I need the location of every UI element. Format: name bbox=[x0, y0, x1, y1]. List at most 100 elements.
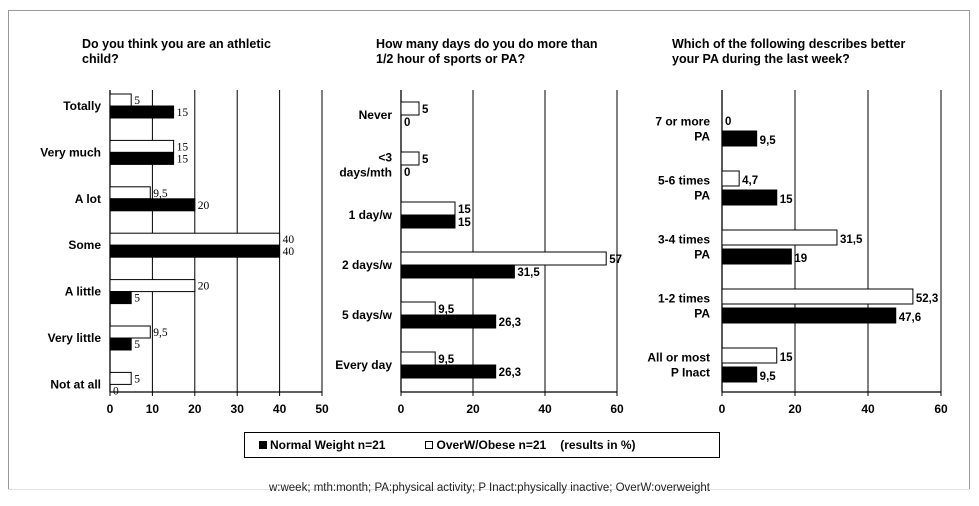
chart1-value-label-overweight: 20 bbox=[198, 281, 210, 293]
chart3-tick-label: 20 bbox=[788, 402, 802, 416]
chart1-bar-overweight bbox=[109, 232, 281, 246]
chart3-value-label-overweight: 15 bbox=[780, 352, 793, 364]
legend-normal-swatch bbox=[259, 441, 267, 449]
chart2-value-label-overweight: 15 bbox=[458, 204, 471, 216]
chart2-bar-overweight bbox=[400, 151, 420, 166]
chart2-bar-overweight bbox=[400, 351, 436, 366]
chart2-value-label-normal: 31,5 bbox=[517, 267, 540, 279]
chart1-value-label-overweight: 9,5 bbox=[153, 327, 168, 339]
chart3-bar-overweight bbox=[721, 347, 778, 364]
chart3-category-label: 3-4 times bbox=[658, 233, 710, 247]
chart3-category-label: All or most bbox=[647, 351, 710, 365]
chart2-bar-normal bbox=[400, 314, 497, 329]
footnote: w:week; mth:month; PA:physical activity;… bbox=[268, 482, 710, 494]
chart3-category-label: 1-2 times bbox=[658, 292, 710, 306]
chart2-bar-normal bbox=[400, 214, 456, 229]
chart3-bar-normal bbox=[721, 307, 897, 324]
chart1-value-label-normal: 20 bbox=[198, 200, 210, 212]
chart1-value-label-normal: 15 bbox=[177, 107, 189, 119]
legend-note: (results in %) bbox=[560, 438, 636, 452]
chart2-category-label: 1 day/w bbox=[349, 208, 393, 222]
chart3-value-label-normal: 9,5 bbox=[760, 371, 777, 383]
legend-overweight-label: OverW/Obese n=21 bbox=[436, 438, 547, 452]
chart2-category-label: Every day bbox=[335, 358, 392, 372]
chart1-title-line: child? bbox=[82, 52, 119, 66]
legend: Normal Weight n=21 OverW/Obese n=21 (res… bbox=[244, 432, 720, 458]
chart3-bar-overweight bbox=[721, 288, 914, 305]
chart3-value-label-overweight: 31,5 bbox=[840, 234, 863, 246]
chart1-category-label: Very little bbox=[48, 331, 102, 345]
chart3-bar-normal bbox=[721, 130, 758, 147]
chart1-tick-label: 30 bbox=[231, 402, 245, 416]
chart3-value-label-normal: 19 bbox=[794, 253, 807, 265]
chart1-category-label: Totally bbox=[63, 99, 101, 113]
chart2-category-label: 5 days/w bbox=[342, 308, 393, 322]
chart1-value-label-normal: 5 bbox=[134, 339, 140, 351]
chart3-bar-normal bbox=[721, 366, 758, 383]
legend-overweight: OverW/Obese n=21 bbox=[425, 438, 546, 452]
legend-normal-label: Normal Weight n=21 bbox=[270, 438, 386, 452]
chart3-category-label: P Inact bbox=[671, 366, 710, 380]
chart3-value-label-overweight: 0 bbox=[725, 116, 731, 128]
chart3-value-label-normal: 9,5 bbox=[760, 135, 777, 147]
chart1-bar-overweight bbox=[109, 279, 196, 293]
chart1-bar-overweight bbox=[109, 186, 151, 200]
chart2-tick-label: 0 bbox=[398, 402, 405, 416]
chart1-bar-normal bbox=[109, 337, 132, 351]
chart3-bar-overweight bbox=[721, 170, 740, 187]
legend-normal: Normal Weight n=21 bbox=[259, 438, 385, 452]
chart2-value-label-normal: 0 bbox=[404, 167, 410, 179]
frame-divider bbox=[8, 489, 970, 490]
chart2-category-label: days/mth bbox=[339, 166, 392, 180]
chart2-bar-normal bbox=[400, 264, 515, 279]
chart3-bar-normal bbox=[721, 189, 778, 206]
chart3-category-label: 5-6 times bbox=[658, 174, 710, 188]
chart2-bar-overweight bbox=[400, 201, 456, 216]
chart3-category-label: PA bbox=[694, 130, 710, 144]
chart2-title-line: How many days do you do more than bbox=[376, 37, 598, 51]
chart3-category-label: PA bbox=[694, 307, 710, 321]
chart2-tick-label: 20 bbox=[466, 402, 480, 416]
chart1-bar-normal bbox=[109, 105, 175, 119]
chart3-tick-label: 0 bbox=[719, 402, 726, 416]
chart3-value-label-overweight: 52,3 bbox=[916, 293, 938, 305]
chart2-value-label-normal: 15 bbox=[458, 217, 471, 229]
chart1-category-label: Very much bbox=[40, 145, 101, 159]
chart1-tick-label: 20 bbox=[188, 402, 202, 416]
chart1-category-label: A lot bbox=[75, 192, 101, 206]
chart2-value-label-overweight: 5 bbox=[422, 104, 429, 116]
chart2-value-label-overweight: 5 bbox=[422, 154, 429, 166]
chart2-value-label-normal: 0 bbox=[404, 117, 410, 129]
chart3-tick-label: 60 bbox=[934, 402, 948, 416]
chart1-category-label: Not at all bbox=[50, 377, 101, 391]
chart1-title-line: Do you think you are an athletic bbox=[82, 37, 271, 51]
chart1-bar-normal bbox=[109, 151, 175, 165]
chart2-bar-overweight bbox=[400, 101, 420, 116]
chart2-bar-overweight bbox=[400, 251, 607, 266]
chart2-bar-overweight bbox=[400, 301, 436, 316]
chart2-category-label: Never bbox=[359, 108, 393, 122]
chart2-category-label: 2 days/w bbox=[342, 258, 393, 272]
chart3-value-label-overweight: 4,7 bbox=[742, 175, 758, 187]
chart2-bar-normal bbox=[400, 364, 497, 379]
chart1-value-label-overweight: 15 bbox=[177, 141, 189, 153]
chart3-tick-label: 40 bbox=[861, 402, 875, 416]
chart3-bar-overweight bbox=[721, 229, 838, 246]
chart3-title-line: Which of the following describes better bbox=[672, 37, 905, 51]
chart2-tick-label: 60 bbox=[610, 402, 624, 416]
chart3-title-line: your PA during the last week? bbox=[672, 52, 850, 66]
chart3-value-label-normal: 47,6 bbox=[899, 312, 921, 324]
chart1-tick-label: 10 bbox=[146, 402, 160, 416]
chart2-value-label-overweight: 57 bbox=[609, 254, 622, 266]
chart3-category-label: 7 or more bbox=[655, 115, 710, 129]
chart1-bar-normal bbox=[109, 244, 281, 258]
chart1-tick-label: 0 bbox=[107, 402, 114, 416]
chart3-value-label-normal: 15 bbox=[780, 194, 793, 206]
chart2-category-label: <3 bbox=[378, 151, 392, 165]
chart1-bar-overweight bbox=[109, 93, 132, 107]
legend-overweight-swatch bbox=[425, 441, 434, 449]
chart2-value-label-normal: 26,3 bbox=[499, 317, 521, 329]
chart1-value-label-normal: 5 bbox=[134, 293, 140, 305]
chart3-bar-normal bbox=[721, 248, 792, 265]
